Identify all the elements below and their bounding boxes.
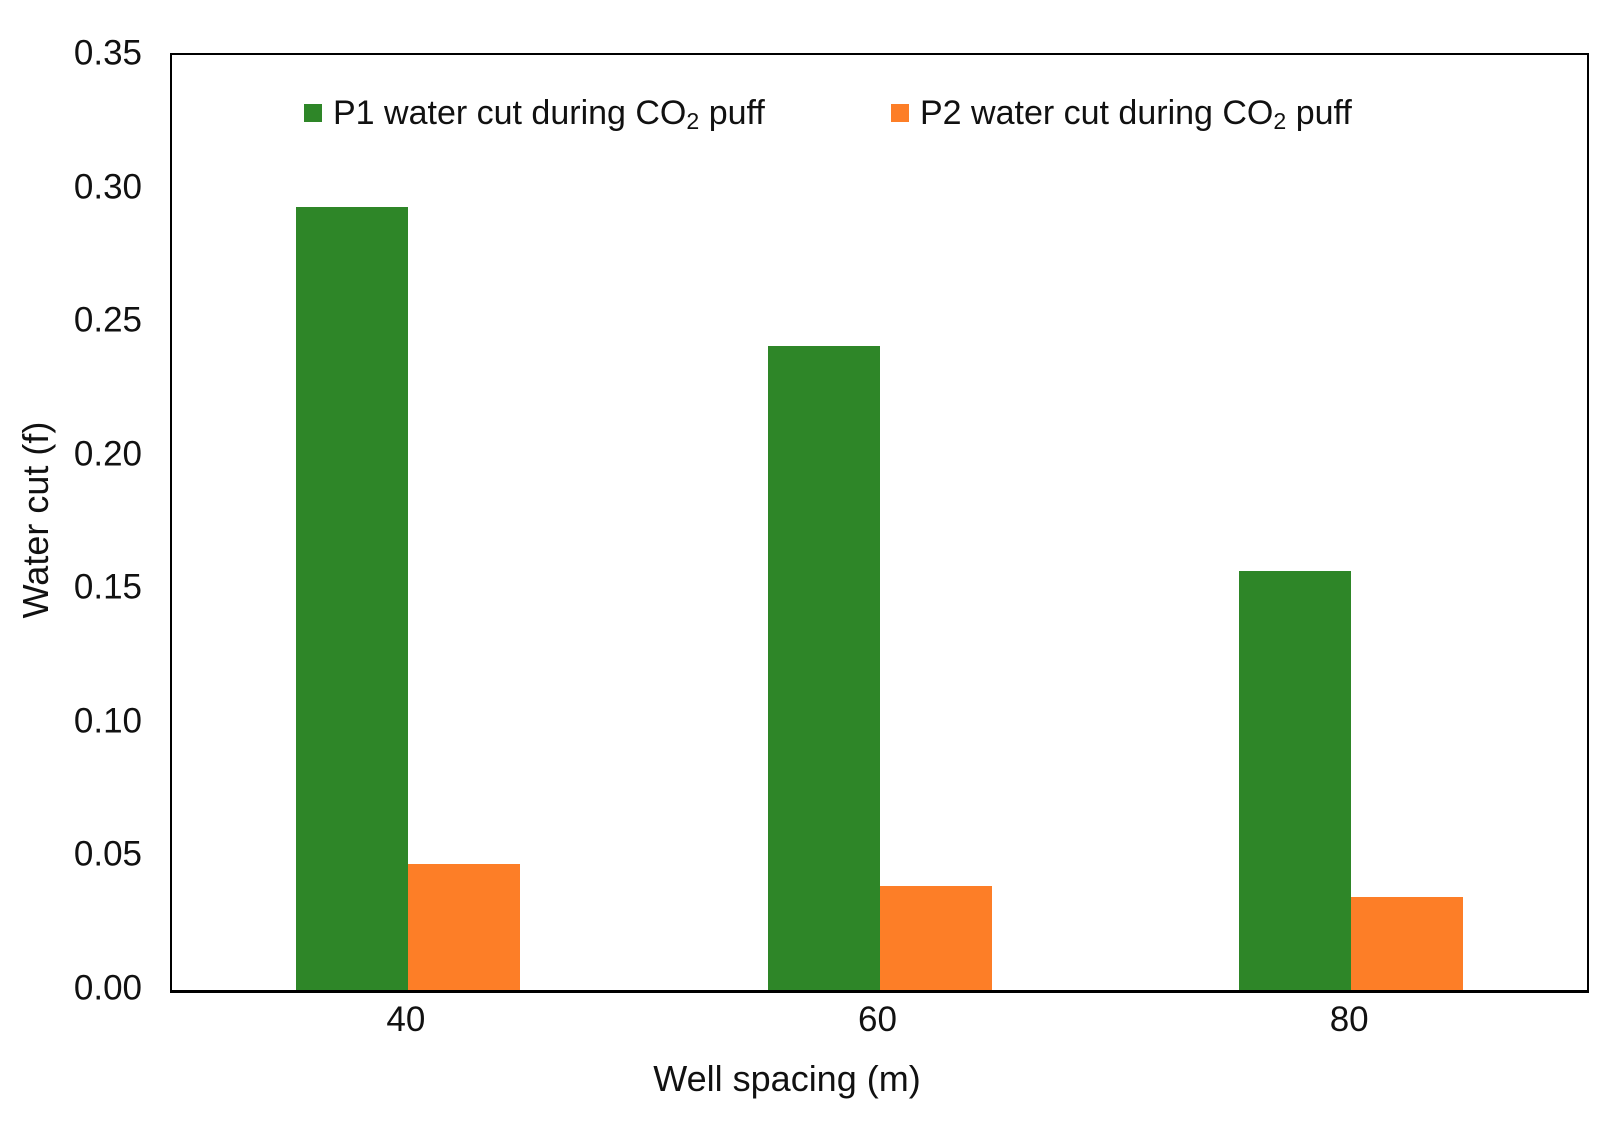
x-tick-label: 40	[386, 1000, 426, 1039]
bar-p2-40	[407, 864, 520, 990]
y-tick-label: 0.35	[73, 33, 142, 73]
x-tick-label: 80	[1329, 1000, 1369, 1039]
bar-p2-80	[1351, 896, 1464, 990]
y-tick-label: 0.05	[73, 834, 142, 874]
legend-label-p1-subscript: 2	[686, 108, 700, 135]
legend-item-p2: P2 water cut during CO2 puff	[891, 94, 1352, 135]
y-tick-label: 0.20	[73, 434, 142, 474]
legend-label-p2-subscript: 2	[1273, 108, 1287, 135]
bar-p1-80	[1239, 570, 1352, 990]
legend-label-p2-suffix: puff	[1286, 94, 1352, 132]
y-tick-label: 0.10	[73, 701, 142, 741]
y-tick-label: 0.25	[73, 300, 142, 340]
legend-swatch-p1	[304, 104, 322, 122]
x-axis-title: Well spacing (m)	[653, 1058, 921, 1099]
plot-area	[170, 53, 1589, 993]
legend-label-p2-text: P2 water cut during CO	[920, 94, 1274, 132]
y-tick-label: 0.00	[73, 968, 142, 1008]
legend-label-p1-suffix: puff	[699, 94, 765, 132]
legend-label-p1: P1 water cut during CO2 puff	[333, 94, 765, 135]
y-tick-label: 0.15	[73, 567, 142, 607]
legend-swatch-p2	[891, 104, 909, 122]
y-tick-label: 0.30	[73, 167, 142, 207]
bar-p2-60	[879, 885, 992, 990]
legend-label-p2: P2 water cut during CO2 puff	[920, 94, 1352, 135]
bar-p1-40	[295, 207, 408, 990]
legend-item-p1: P1 water cut during CO2 puff	[304, 94, 765, 135]
bar-p1-60	[767, 346, 880, 990]
legend-label-p1-text: P1 water cut during CO	[333, 94, 687, 132]
x-tick-label: 60	[858, 1000, 897, 1039]
